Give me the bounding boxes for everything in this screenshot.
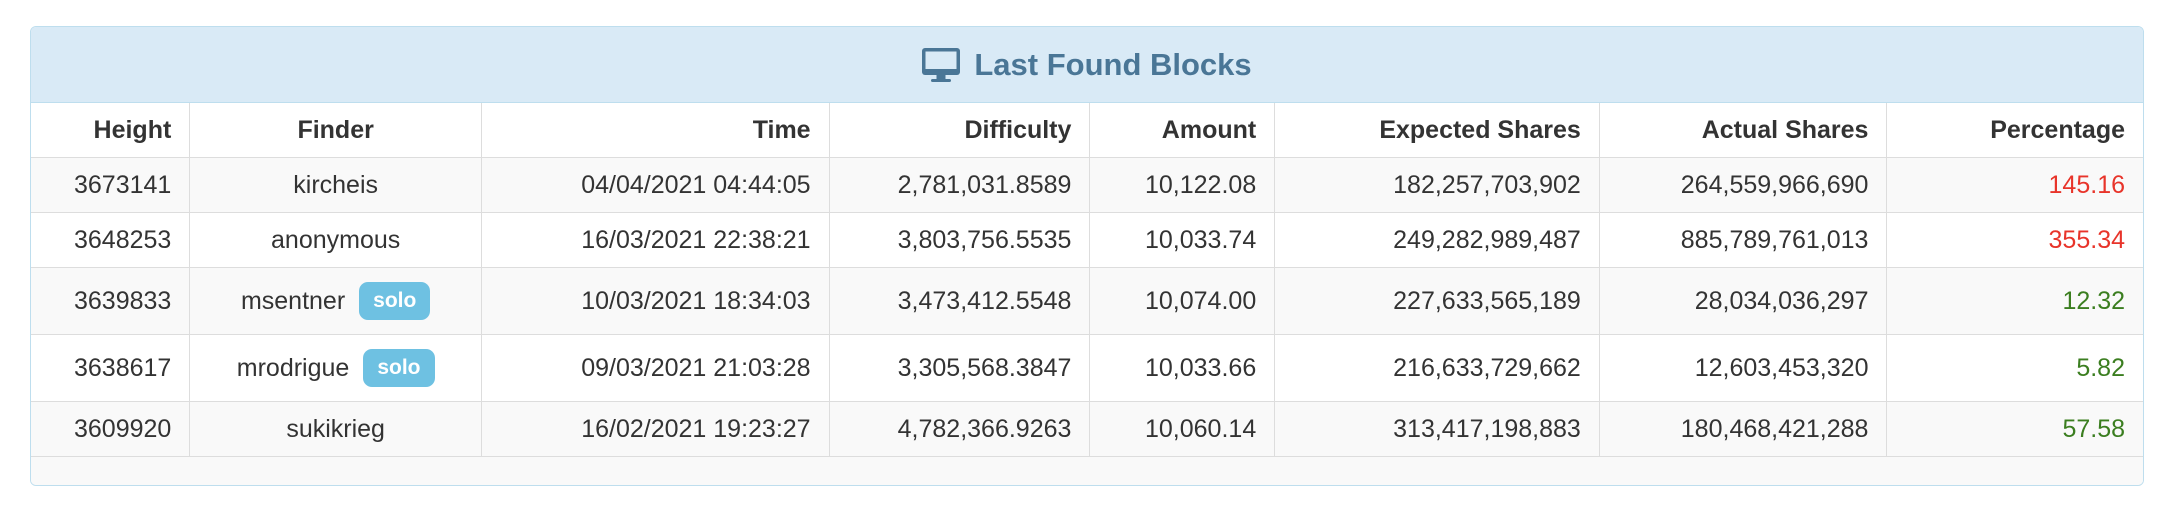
blocks-table: Height Finder Time Difficulty Amount Expected… [31,103,2143,456]
cell-actual_shares: 885,789,761,013 [1598,212,1887,268]
column-header-amount: Amount [1089,103,1275,158]
cell-amount: 10,074.00 [1089,267,1275,335]
cell-height: 3638617 [31,334,190,402]
cell-time: 09/03/2021 21:03:28 [480,334,830,402]
cell-percentage: 5.82 [1886,334,2143,402]
header-row: Height Finder Time Difficulty Amount Expected… [31,103,2143,158]
cell-percentage: 145.16 [1886,157,2143,213]
cell-expected_shares: 227,633,565,189 [1274,267,1600,335]
cell-expected_shares: 182,257,703,902 [1274,157,1600,213]
cell-difficulty: 3,803,756.5535 [828,212,1090,268]
cell-finder: anonymous [189,212,482,268]
column-header-finder: Finder [189,103,482,158]
cell-time: 04/04/2021 04:44:05 [480,157,830,213]
finder-name: sukikrieg [286,415,385,443]
cell-amount: 10,122.08 [1089,157,1275,213]
cell-height: 3609920 [31,401,190,456]
solo-badge: solo [363,349,435,387]
table-row: 3638617 mrodrigue solo 09/03/2021 21:03:28 3… [31,334,2143,402]
column-header-expected_shares: Expected Shares [1274,103,1600,158]
cell-amount: 10,033.66 [1089,334,1275,402]
cell-amount: 10,033.74 [1089,212,1275,268]
table-row: 3648253 anonymous 16/03/2021 22:38:21 3,803… [31,212,2143,268]
cell-percentage: 12.32 [1886,267,2143,335]
cell-actual_shares: 180,468,421,288 [1598,401,1887,456]
table-row: 3673141 kircheis 04/04/2021 04:44:05 2,781,… [31,157,2143,213]
cell-difficulty: 2,781,031.8589 [828,157,1090,213]
column-header-percentage: Percentage [1886,103,2143,158]
cell-difficulty: 3,305,568.3847 [828,334,1090,402]
cell-height: 3673141 [31,157,190,213]
table-row: 3609920 sukikrieg 16/02/2021 19:23:27 4,782… [31,401,2143,456]
panel-heading: Last Found Blocks [31,27,2143,103]
cell-difficulty: 4,782,366.9263 [828,401,1090,456]
panel-title: Last Found Blocks [974,46,1252,82]
cell-percentage: 57.58 [1886,401,2143,456]
cell-time: 16/03/2021 22:38:21 [480,212,830,268]
cell-height: 3648253 [31,212,190,268]
last-found-blocks-panel: Last Found Blocks Height Finder Time Diffic… [30,26,2144,486]
cell-height: 3639833 [31,267,190,335]
cell-actual_shares: 28,034,036,297 [1598,267,1887,335]
cell-finder: kircheis [189,157,482,213]
cell-expected_shares: 313,417,198,883 [1274,401,1600,456]
cell-finder: msentner solo [189,267,482,335]
finder-name: anonymous [271,226,401,254]
blocks-table-body: 3673141 kircheis 04/04/2021 04:44:05 2,781,… [31,157,2143,456]
cell-finder: sukikrieg [189,401,482,456]
cell-actual_shares: 12,603,453,320 [1598,334,1887,402]
cell-expected_shares: 249,282,989,487 [1274,212,1600,268]
cell-difficulty: 3,473,412.5548 [828,267,1090,335]
cell-time: 10/03/2021 18:34:03 [480,267,830,335]
column-header-actual_shares: Actual Shares [1598,103,1887,158]
cell-time: 16/02/2021 19:23:27 [480,401,830,456]
finder-name: kircheis [293,171,379,199]
cell-amount: 10,060.14 [1089,401,1275,456]
finder-name: msentner [240,287,346,315]
cell-actual_shares: 264,559,966,690 [1598,157,1887,213]
column-header-difficulty: Difficulty [828,103,1090,158]
finder-name: mrodrigue [236,354,350,382]
table-row: 3639833 msentner solo 10/03/2021 18:34:03 3,… [31,267,2143,335]
column-header-time: Time [480,103,830,158]
monitor-icon [922,47,961,82]
cell-percentage: 355.34 [1886,212,2143,268]
column-header-height: Height [31,103,190,158]
panel-footer [31,456,2143,485]
cell-finder: mrodrigue solo [189,334,482,402]
solo-badge: solo [359,282,431,320]
cell-expected_shares: 216,633,729,662 [1274,334,1600,402]
